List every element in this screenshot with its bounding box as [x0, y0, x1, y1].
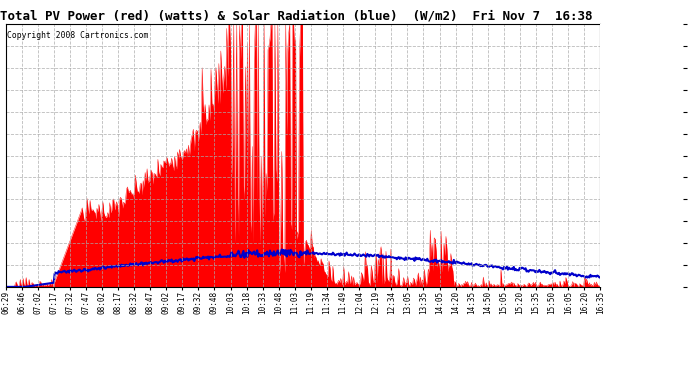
Text: Copyright 2008 Cartronics.com: Copyright 2008 Cartronics.com — [8, 31, 148, 40]
Text: Total PV Power (red) (watts) & Solar Radiation (blue)  (W/m2)  Fri Nov 7  16:38: Total PV Power (red) (watts) & Solar Rad… — [1, 9, 593, 22]
